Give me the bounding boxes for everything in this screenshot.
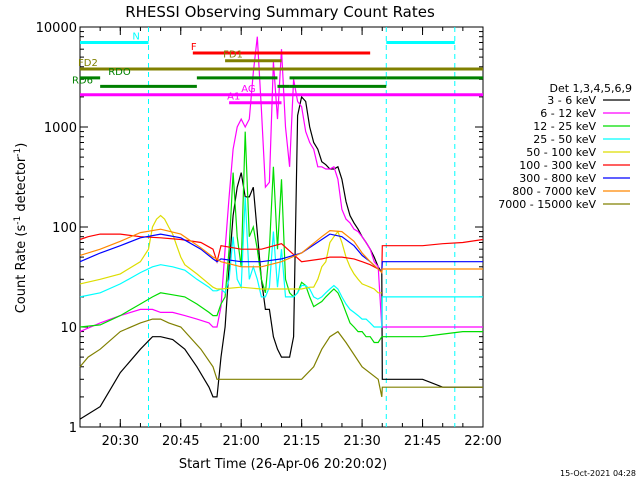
legend-label-4: 50 - 100 keV	[526, 146, 596, 159]
flag-label-FD1: FD1	[223, 50, 243, 61]
series-line-4	[79, 214, 382, 294]
legend-label-6: 300 - 800 keV	[519, 172, 596, 185]
series-line-7	[79, 228, 483, 274]
legend-header: Det 1,3,4,5,6,9	[549, 82, 632, 95]
y-tick-label: 1000	[44, 121, 77, 136]
y-tick-label: 100	[52, 221, 77, 236]
plot-area: 1 10 100 1000 10000 20:30 20:45 21:00 21:15 21:30…	[36, 21, 502, 449]
series-line-1	[79, 36, 483, 333]
flag-label-N: N	[132, 31, 139, 42]
legend-label-2: 12 - 25 keV	[533, 120, 596, 133]
y-tick-label: 1	[69, 421, 77, 436]
flag-label-A1: A1	[227, 92, 240, 103]
series-line-2	[79, 131, 483, 344]
x-tick-label: 21:30	[343, 434, 380, 449]
flag-label-F: F	[191, 42, 197, 53]
series-line-8	[79, 318, 483, 398]
flag-label-FD2: FD2	[78, 58, 98, 69]
flag-label-RD6: RD6	[72, 75, 93, 86]
legend-label-7: 800 - 7000 keV	[512, 185, 596, 198]
legend-label-3: 25 - 50 keV	[533, 133, 596, 146]
timestamp: 15-Oct-2021 04:28	[560, 469, 636, 478]
y-axis-label: Count Rate (s-1 detector-1)	[13, 143, 29, 314]
series-line-3	[79, 196, 483, 328]
x-tick-label: 21:45	[404, 434, 441, 449]
y-tick-label: 10	[60, 321, 77, 336]
legend-label-8: 7000 - 15000 keV	[498, 198, 596, 211]
legend-label-0: 3 - 6 keV	[547, 94, 596, 107]
x-axis-label: Start Time (26-Apr-06 20:20:02)	[179, 457, 387, 472]
legend-label-1: 6 - 12 keV	[540, 107, 596, 120]
x-tick-label: 21:00	[222, 434, 259, 449]
y-tick-label: 10000	[36, 21, 77, 36]
x-tick-label: 20:30	[102, 434, 139, 449]
flag-label-RDO: RDO	[108, 67, 131, 78]
series-line-5	[79, 233, 484, 275]
x-tick-label: 22:00	[464, 434, 501, 449]
series-line-0	[79, 95, 483, 420]
x-tick-label: 21:15	[283, 434, 320, 449]
x-tick-label: 20:45	[162, 434, 199, 449]
chart-title: RHESSI Observing Summary Count Rates	[125, 3, 435, 21]
flag-label-AG: AG	[241, 84, 255, 95]
series-line-6	[79, 233, 483, 274]
legend-label-5: 100 - 300 keV	[519, 159, 596, 172]
